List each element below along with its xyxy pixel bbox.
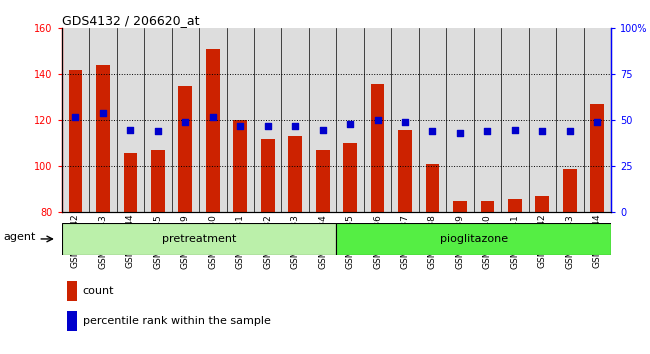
Bar <box>337 28 364 212</box>
Bar <box>89 28 117 212</box>
Bar <box>199 28 227 212</box>
Point <box>125 127 136 132</box>
Bar <box>67 311 77 331</box>
Point <box>317 127 328 132</box>
Point <box>263 123 273 129</box>
Text: percentile rank within the sample: percentile rank within the sample <box>83 316 270 326</box>
Bar <box>391 28 419 212</box>
Bar <box>364 28 391 212</box>
Bar <box>563 169 577 212</box>
Text: count: count <box>83 286 114 296</box>
FancyBboxPatch shape <box>337 223 611 255</box>
Bar <box>446 28 474 212</box>
Bar <box>124 153 137 212</box>
Bar <box>316 150 330 212</box>
Bar <box>96 65 110 212</box>
Bar <box>309 28 337 212</box>
Point <box>427 129 437 134</box>
Point <box>565 129 575 134</box>
Text: agent: agent <box>3 232 36 242</box>
Point <box>345 121 356 127</box>
Bar <box>501 28 528 212</box>
Point <box>510 127 520 132</box>
Bar <box>206 49 220 212</box>
Point <box>400 119 410 125</box>
Bar <box>584 28 611 212</box>
Point <box>235 123 246 129</box>
Bar <box>261 139 274 212</box>
Bar <box>227 28 254 212</box>
Point <box>592 119 603 125</box>
Bar <box>117 28 144 212</box>
Bar <box>474 28 501 212</box>
Bar <box>556 28 584 212</box>
FancyBboxPatch shape <box>62 223 337 255</box>
Bar <box>254 28 281 212</box>
Bar <box>144 28 172 212</box>
Bar <box>419 28 446 212</box>
Bar <box>172 28 199 212</box>
Bar <box>453 201 467 212</box>
Text: pretreatment: pretreatment <box>162 234 236 244</box>
Point <box>455 130 465 136</box>
Point <box>290 123 300 129</box>
Bar <box>590 104 604 212</box>
Bar <box>426 164 439 212</box>
Bar <box>69 70 83 212</box>
Bar <box>281 28 309 212</box>
Text: pioglitazone: pioglitazone <box>439 234 508 244</box>
Point <box>482 129 493 134</box>
Bar <box>151 150 164 212</box>
Point <box>180 119 190 125</box>
Point <box>207 114 218 120</box>
Point <box>153 129 163 134</box>
Bar <box>536 196 549 212</box>
Bar <box>398 130 412 212</box>
Bar <box>289 136 302 212</box>
Bar <box>528 28 556 212</box>
Text: GDS4132 / 206620_at: GDS4132 / 206620_at <box>62 14 200 27</box>
Bar <box>62 28 89 212</box>
Bar <box>370 84 384 212</box>
Point <box>537 129 547 134</box>
Bar <box>179 86 192 212</box>
Point <box>70 114 81 120</box>
Bar <box>480 201 494 212</box>
Bar <box>343 143 357 212</box>
Point <box>372 118 383 123</box>
Bar <box>508 199 522 212</box>
Bar <box>233 120 247 212</box>
Bar <box>67 281 77 301</box>
Point <box>98 110 108 116</box>
